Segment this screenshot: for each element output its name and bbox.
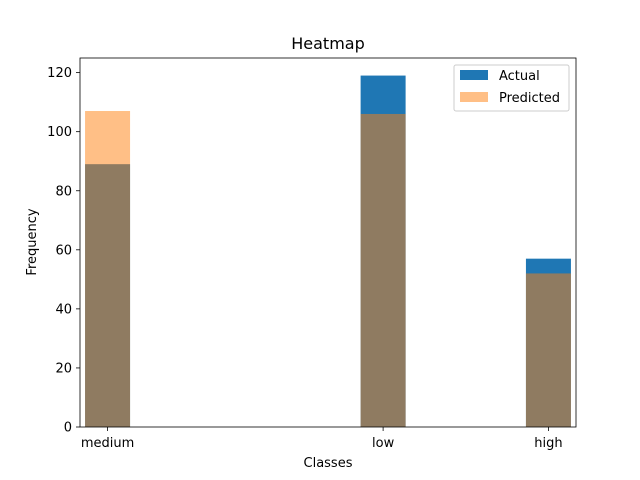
bar-predicted-high — [525, 273, 571, 427]
x-axis-label: Classes — [304, 456, 353, 471]
y-tick-label-6: 120 — [47, 66, 72, 81]
y-tick-label-0: 0 — [64, 421, 72, 436]
bars-layer — [85, 75, 571, 428]
y-tick-label-3: 60 — [55, 243, 72, 258]
legend: Actual Predicted — [453, 64, 570, 112]
x-tick-label-high: high — [534, 436, 562, 451]
legend-label-actual: Actual — [499, 69, 540, 84]
x-tick-label-medium: medium — [81, 436, 134, 451]
bar-predicted-low — [360, 113, 406, 428]
bar-predicted-medium — [85, 111, 131, 427]
y-tick-label-2: 40 — [55, 302, 72, 317]
y-tick-label-4: 80 — [55, 184, 72, 199]
y-axis-label: Frequency — [25, 208, 40, 275]
axes-background — [80, 58, 576, 427]
plot-area — [79, 57, 577, 428]
y-tick-label-1: 20 — [55, 361, 72, 376]
x-tick-label-low: low — [372, 436, 395, 451]
legend-label-predicted: Predicted — [499, 91, 560, 106]
x-axis-ticks: medium low high — [81, 427, 563, 451]
axes-frame — [79, 57, 577, 428]
legend-swatch-predicted — [460, 92, 488, 102]
legend-swatch-actual — [460, 70, 488, 80]
y-axis-ticks: 0 20 40 60 80 100 120 — [47, 66, 80, 436]
y-tick-label-5: 100 — [47, 125, 72, 140]
chart-title: Heatmap — [291, 34, 365, 53]
